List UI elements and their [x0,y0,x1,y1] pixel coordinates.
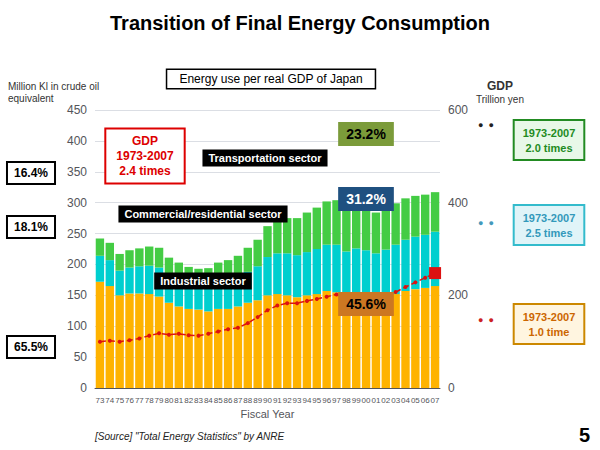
svg-text:90: 90 [263,396,272,405]
svg-text:1.0 time: 1.0 time [529,326,570,338]
svg-text:85: 85 [214,396,223,405]
svg-text:77: 77 [135,396,144,405]
svg-text:150: 150 [67,288,87,302]
svg-text:400: 400 [448,196,468,210]
svg-text:[Source] "Total Energy Statist: [Source] "Total Energy Statistics" by AN… [94,431,285,442]
svg-text:05: 05 [411,396,420,405]
svg-text:97: 97 [332,396,341,405]
svg-text:76: 76 [125,396,134,405]
svg-text:06: 06 [421,396,430,405]
svg-text:65.5%: 65.5% [14,340,48,354]
svg-text:2.0 times: 2.0 times [525,142,572,154]
svg-text:01: 01 [371,396,380,405]
svg-text:● ●: ● ● [478,315,494,325]
svg-text:87: 87 [233,396,242,405]
svg-text:1973-2007: 1973-2007 [523,212,576,224]
svg-text:Commercial/residential sector: Commercial/residential sector [124,208,282,220]
svg-text:200: 200 [67,257,87,271]
svg-text:equivalent: equivalent [8,93,54,104]
svg-text:1973-2007: 1973-2007 [523,127,576,139]
svg-text:93: 93 [293,396,302,405]
svg-text:600: 600 [448,103,468,117]
svg-text:2.4 times: 2.4 times [119,164,171,178]
svg-text:88: 88 [243,396,252,405]
svg-text:300: 300 [67,196,87,210]
svg-text:73: 73 [95,396,104,405]
svg-text:0: 0 [80,381,87,395]
svg-text:Energy use per real GDP of Jap: Energy use per real GDP of Japan [179,72,362,86]
svg-text:78: 78 [145,396,154,405]
svg-text:1973-2007: 1973-2007 [523,311,576,323]
svg-text:2.5 times: 2.5 times [525,227,572,239]
svg-text:95: 95 [312,396,321,405]
svg-text:07: 07 [431,396,440,405]
svg-text:Trillion yen: Trillion yen [476,94,524,105]
svg-text:Million Kl in crude oil: Million Kl in crude oil [8,81,99,92]
svg-text:04: 04 [401,396,410,405]
svg-text:Transition of Final Energy Con: Transition of Final Energy Consumption [110,12,490,34]
svg-text:80: 80 [164,396,173,405]
svg-text:74: 74 [105,396,114,405]
svg-text:03: 03 [391,396,400,405]
svg-text:96: 96 [322,396,331,405]
svg-text:1973-2007: 1973-2007 [116,149,174,163]
svg-text:16.4%: 16.4% [14,166,48,180]
svg-text:79: 79 [155,396,164,405]
svg-text:450: 450 [67,103,87,117]
svg-text:91: 91 [273,396,282,405]
svg-text:31.2%: 31.2% [346,191,386,207]
svg-text:98: 98 [342,396,351,405]
svg-text:84: 84 [204,396,213,405]
svg-text:45.6%: 45.6% [346,296,386,312]
svg-text:● ●: ● ● [478,218,494,228]
svg-text:83: 83 [194,396,203,405]
svg-text:Transportation sector: Transportation sector [208,152,322,164]
svg-text:250: 250 [67,227,87,241]
svg-text:0: 0 [448,381,455,395]
svg-text:5: 5 [579,424,590,446]
svg-text:02: 02 [381,396,390,405]
svg-text:00: 00 [362,396,371,405]
svg-text:400: 400 [67,134,87,148]
svg-text:Industrial sector: Industrial sector [160,275,246,287]
svg-text:82: 82 [184,396,193,405]
svg-text:350: 350 [67,165,87,179]
svg-text:81: 81 [174,396,183,405]
svg-text:89: 89 [253,396,262,405]
svg-text:GDP: GDP [132,134,158,148]
svg-text:23.2%: 23.2% [346,126,386,142]
svg-text:GDP: GDP [487,79,513,93]
svg-text:● ●: ● ● [478,120,494,130]
svg-text:Fiscal Year: Fiscal Year [241,408,295,420]
svg-text:18.1%: 18.1% [14,220,48,234]
svg-text:100: 100 [67,319,87,333]
svg-text:92: 92 [283,396,292,405]
svg-text:200: 200 [448,288,468,302]
svg-text:94: 94 [302,396,311,405]
svg-text:50: 50 [74,350,88,364]
svg-text:75: 75 [115,396,124,405]
svg-text:86: 86 [224,396,233,405]
svg-text:99: 99 [352,396,361,405]
